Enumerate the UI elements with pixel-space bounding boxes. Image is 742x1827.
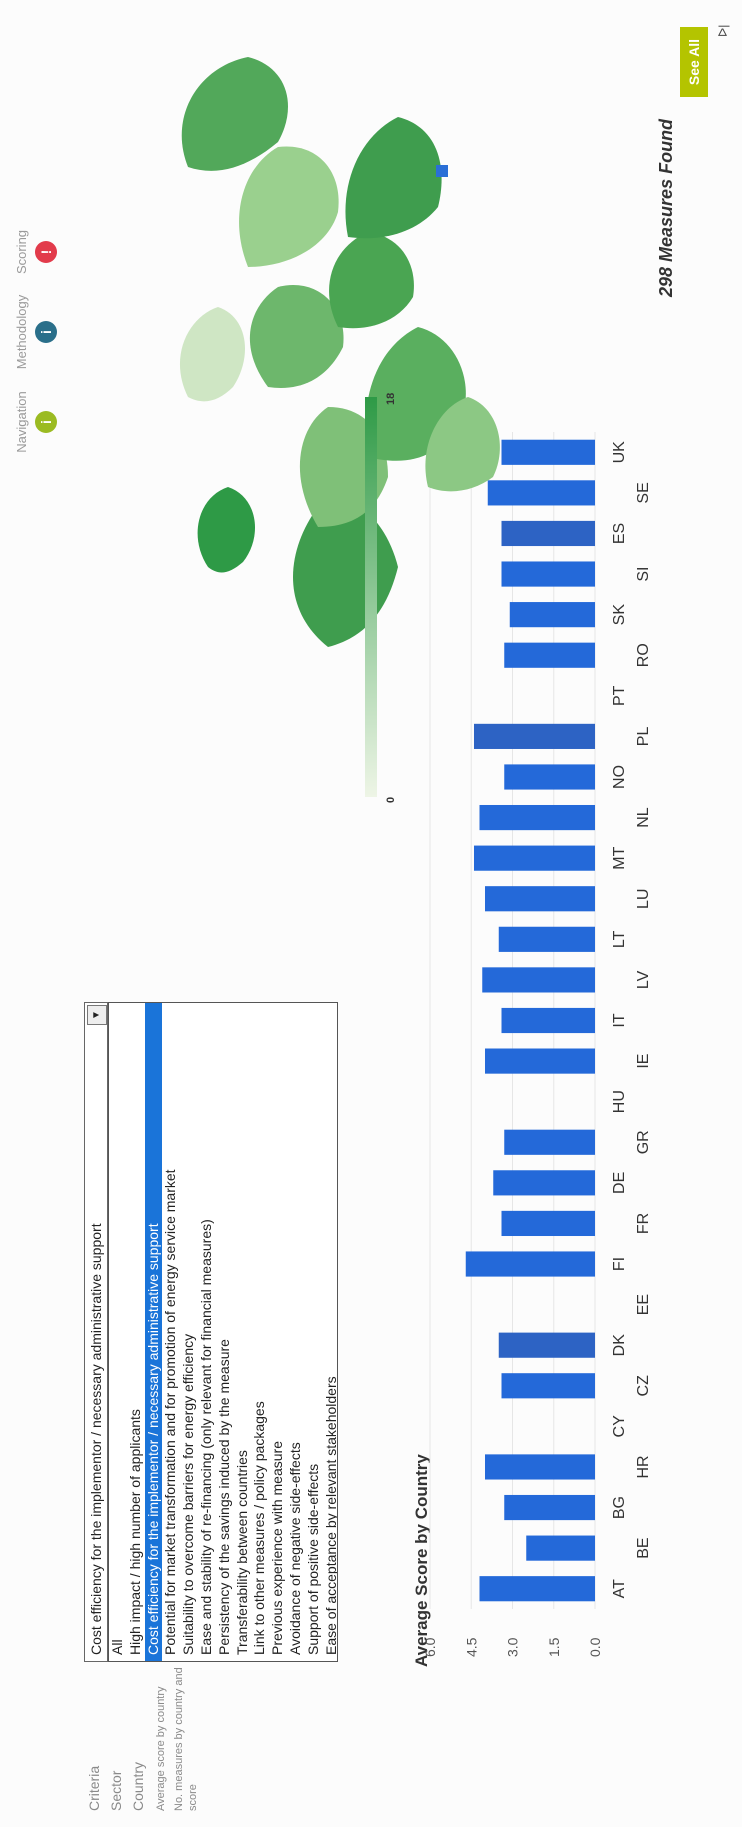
map-region[interactable] bbox=[181, 57, 288, 171]
bar-pl[interactable] bbox=[474, 723, 595, 749]
map-color-scale bbox=[365, 397, 377, 797]
x-tick-label: LT bbox=[611, 930, 628, 948]
map-region[interactable] bbox=[249, 285, 344, 388]
y-tick-label: 0.0 bbox=[587, 1637, 603, 1657]
x-tick-label: FR bbox=[635, 1213, 652, 1234]
bar-sk[interactable] bbox=[509, 602, 595, 628]
scale-min-label: 0 bbox=[385, 796, 397, 803]
chart-legend-swatch bbox=[436, 165, 448, 177]
x-tick-label: MT bbox=[611, 846, 628, 869]
europe-map[interactable] bbox=[128, 47, 558, 687]
x-tick-label: LU bbox=[635, 889, 652, 909]
bar-no[interactable] bbox=[504, 764, 595, 790]
y-tick-label: 3.0 bbox=[505, 1637, 521, 1657]
x-tick-label: BE bbox=[635, 1537, 652, 1558]
x-tick-label: DK bbox=[611, 1334, 628, 1357]
y-tick-label: 1.5 bbox=[546, 1637, 562, 1657]
x-tick-label: PL bbox=[635, 727, 652, 747]
x-tick-label: NO bbox=[611, 765, 628, 789]
x-tick-label: AT bbox=[611, 1579, 628, 1598]
x-tick-label: IE bbox=[635, 1054, 652, 1069]
x-tick-label: BG bbox=[611, 1496, 628, 1519]
map-region[interactable] bbox=[180, 307, 245, 402]
map-region[interactable] bbox=[197, 487, 255, 573]
x-tick-label: HR bbox=[635, 1455, 652, 1478]
x-tick-label: UK bbox=[611, 441, 628, 464]
y-tick-label: 4.5 bbox=[463, 1637, 479, 1657]
corner-icon: ᐅ| bbox=[716, 24, 730, 37]
map-region[interactable] bbox=[425, 397, 500, 492]
bar-bg[interactable] bbox=[504, 1494, 595, 1521]
scale-max-label: 18 bbox=[385, 392, 397, 405]
bar-mt[interactable] bbox=[474, 845, 595, 871]
x-tick-label: SI bbox=[635, 566, 652, 581]
measures-found-count: 298 Measures Found bbox=[656, 118, 676, 297]
bar-gr[interactable] bbox=[504, 1129, 595, 1155]
bar-es[interactable] bbox=[501, 520, 596, 547]
bar-uk[interactable] bbox=[501, 439, 596, 465]
see-all-button[interactable]: See All bbox=[680, 27, 708, 97]
map-region[interactable] bbox=[345, 117, 442, 239]
x-tick-label: HU bbox=[611, 1090, 628, 1113]
x-tick-label: DE bbox=[611, 1172, 628, 1194]
bar-lv[interactable] bbox=[482, 967, 595, 993]
bar-lt[interactable] bbox=[498, 926, 595, 952]
x-tick-label: EE bbox=[635, 1294, 652, 1315]
bar-fr[interactable] bbox=[501, 1210, 596, 1237]
bar-cz[interactable] bbox=[501, 1373, 596, 1399]
map-region[interactable] bbox=[293, 501, 398, 647]
bar-ro[interactable] bbox=[504, 642, 595, 668]
bar-at[interactable] bbox=[479, 1576, 596, 1602]
bar-nl[interactable] bbox=[479, 804, 596, 831]
x-tick-label: GR bbox=[635, 1130, 652, 1154]
x-tick-label: CY bbox=[611, 1415, 628, 1438]
bar-lu[interactable] bbox=[485, 886, 595, 912]
bar-it[interactable] bbox=[501, 1007, 596, 1034]
x-tick-label: LV bbox=[635, 970, 652, 989]
map-region[interactable] bbox=[239, 146, 339, 267]
x-tick-label: SE bbox=[635, 482, 652, 503]
x-tick-label: IT bbox=[611, 1013, 628, 1027]
x-tick-label: RO bbox=[635, 643, 652, 667]
bar-si[interactable] bbox=[501, 561, 596, 587]
bar-se[interactable] bbox=[487, 480, 595, 506]
bar-hr[interactable] bbox=[485, 1454, 595, 1480]
map-region[interactable] bbox=[329, 232, 414, 329]
bar-ie[interactable] bbox=[485, 1048, 595, 1074]
x-tick-label: ES bbox=[611, 523, 628, 544]
bar-fi[interactable] bbox=[465, 1251, 595, 1277]
x-tick-label: PT bbox=[611, 685, 628, 706]
bar-dk[interactable] bbox=[498, 1332, 595, 1358]
bar-be[interactable] bbox=[526, 1535, 595, 1561]
x-tick-label: CZ bbox=[635, 1375, 652, 1397]
x-tick-label: NL bbox=[635, 807, 652, 828]
x-tick-label: FI bbox=[611, 1257, 628, 1271]
y-tick-label: 6.0 bbox=[422, 1637, 438, 1657]
x-tick-label: SK bbox=[611, 604, 628, 626]
bar-de[interactable] bbox=[493, 1170, 595, 1196]
